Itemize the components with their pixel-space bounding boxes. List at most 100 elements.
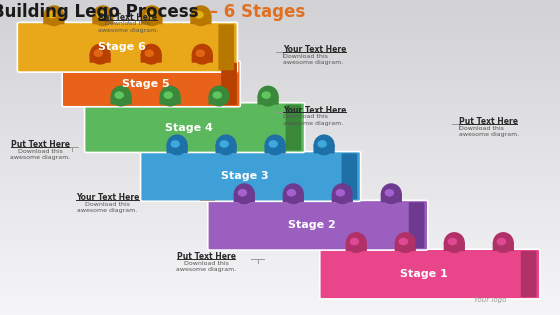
Ellipse shape xyxy=(192,44,213,65)
Ellipse shape xyxy=(92,5,113,26)
Bar xyxy=(0,284,560,287)
Ellipse shape xyxy=(349,238,359,245)
Bar xyxy=(0,165,560,169)
FancyBboxPatch shape xyxy=(17,22,237,72)
Ellipse shape xyxy=(497,238,506,245)
Bar xyxy=(0,24,560,28)
Bar xyxy=(0,276,560,280)
FancyBboxPatch shape xyxy=(110,95,132,105)
Ellipse shape xyxy=(111,86,132,106)
FancyBboxPatch shape xyxy=(166,144,188,153)
Ellipse shape xyxy=(141,44,162,65)
Bar xyxy=(0,102,560,106)
Ellipse shape xyxy=(144,49,154,57)
Bar xyxy=(0,0,560,4)
Bar xyxy=(0,126,560,130)
FancyBboxPatch shape xyxy=(141,152,361,201)
Bar xyxy=(0,173,560,177)
Bar xyxy=(0,114,560,118)
Bar xyxy=(0,75,560,79)
Bar xyxy=(0,272,560,276)
Bar xyxy=(0,232,560,236)
Bar xyxy=(0,87,560,91)
Text: Put Text Here: Put Text Here xyxy=(11,140,70,149)
Bar xyxy=(0,71,560,75)
FancyBboxPatch shape xyxy=(409,202,424,248)
Bar xyxy=(0,303,560,307)
Bar xyxy=(0,291,560,295)
Bar xyxy=(0,32,560,36)
Text: Put Text Here: Put Text Here xyxy=(459,117,518,126)
Bar xyxy=(0,244,560,248)
Bar xyxy=(0,228,560,232)
Bar xyxy=(0,224,560,228)
Bar xyxy=(0,217,560,220)
Ellipse shape xyxy=(346,232,367,253)
FancyBboxPatch shape xyxy=(85,103,305,152)
Bar xyxy=(0,299,560,303)
Text: Stage 2: Stage 2 xyxy=(288,220,336,230)
Ellipse shape xyxy=(114,91,124,99)
Text: Download this
awesome diagram.: Download this awesome diagram. xyxy=(283,114,343,126)
Bar xyxy=(0,12,560,16)
Text: Download this
awesome diagram.: Download this awesome diagram. xyxy=(97,21,158,33)
FancyBboxPatch shape xyxy=(444,242,465,251)
FancyBboxPatch shape xyxy=(320,249,540,299)
Ellipse shape xyxy=(268,140,278,148)
Ellipse shape xyxy=(164,91,173,99)
Bar xyxy=(0,43,560,47)
Bar xyxy=(0,28,560,32)
Bar xyxy=(0,98,560,102)
Bar xyxy=(0,91,560,94)
Bar xyxy=(0,264,560,268)
FancyBboxPatch shape xyxy=(90,54,111,63)
Ellipse shape xyxy=(399,238,408,245)
Ellipse shape xyxy=(234,183,255,204)
Bar xyxy=(0,47,560,51)
Bar xyxy=(0,36,560,39)
Bar xyxy=(0,268,560,272)
Bar xyxy=(0,4,560,8)
FancyBboxPatch shape xyxy=(208,95,230,105)
Text: Building Lego Process: Building Lego Process xyxy=(0,3,199,21)
Bar xyxy=(0,94,560,98)
FancyBboxPatch shape xyxy=(208,200,428,250)
FancyBboxPatch shape xyxy=(62,61,240,107)
Ellipse shape xyxy=(493,232,514,253)
Ellipse shape xyxy=(44,5,64,26)
Bar xyxy=(0,177,560,181)
Text: Stage 5: Stage 5 xyxy=(122,79,170,89)
Text: Stage 6: Stage 6 xyxy=(98,42,146,52)
FancyBboxPatch shape xyxy=(190,15,212,24)
FancyBboxPatch shape xyxy=(521,251,536,297)
Bar xyxy=(0,201,560,205)
Bar xyxy=(0,236,560,240)
FancyBboxPatch shape xyxy=(264,144,286,153)
Ellipse shape xyxy=(314,135,334,155)
Text: – 6 Stages: – 6 Stages xyxy=(204,3,306,21)
Bar xyxy=(0,118,560,122)
Bar xyxy=(0,256,560,260)
FancyBboxPatch shape xyxy=(141,54,162,63)
Text: Your Text Here: Your Text Here xyxy=(283,45,346,54)
Text: Put Text Here: Put Text Here xyxy=(98,13,157,22)
Ellipse shape xyxy=(395,232,416,253)
Bar xyxy=(0,280,560,284)
Ellipse shape xyxy=(332,183,353,204)
Bar xyxy=(0,311,560,315)
Text: Download this
awesome diagram.: Download this awesome diagram. xyxy=(10,149,71,160)
Ellipse shape xyxy=(190,5,211,26)
Bar xyxy=(0,83,560,87)
Bar xyxy=(0,185,560,189)
Text: Stage 3: Stage 3 xyxy=(221,171,269,181)
Ellipse shape xyxy=(90,44,111,65)
FancyBboxPatch shape xyxy=(493,242,514,251)
Bar xyxy=(0,252,560,256)
Bar xyxy=(0,295,560,299)
Ellipse shape xyxy=(385,189,394,197)
Text: Download this
awesome diagram.: Download this awesome diagram. xyxy=(77,202,138,213)
Ellipse shape xyxy=(265,135,286,155)
Ellipse shape xyxy=(160,86,180,106)
FancyBboxPatch shape xyxy=(141,15,162,24)
Bar xyxy=(0,260,560,264)
